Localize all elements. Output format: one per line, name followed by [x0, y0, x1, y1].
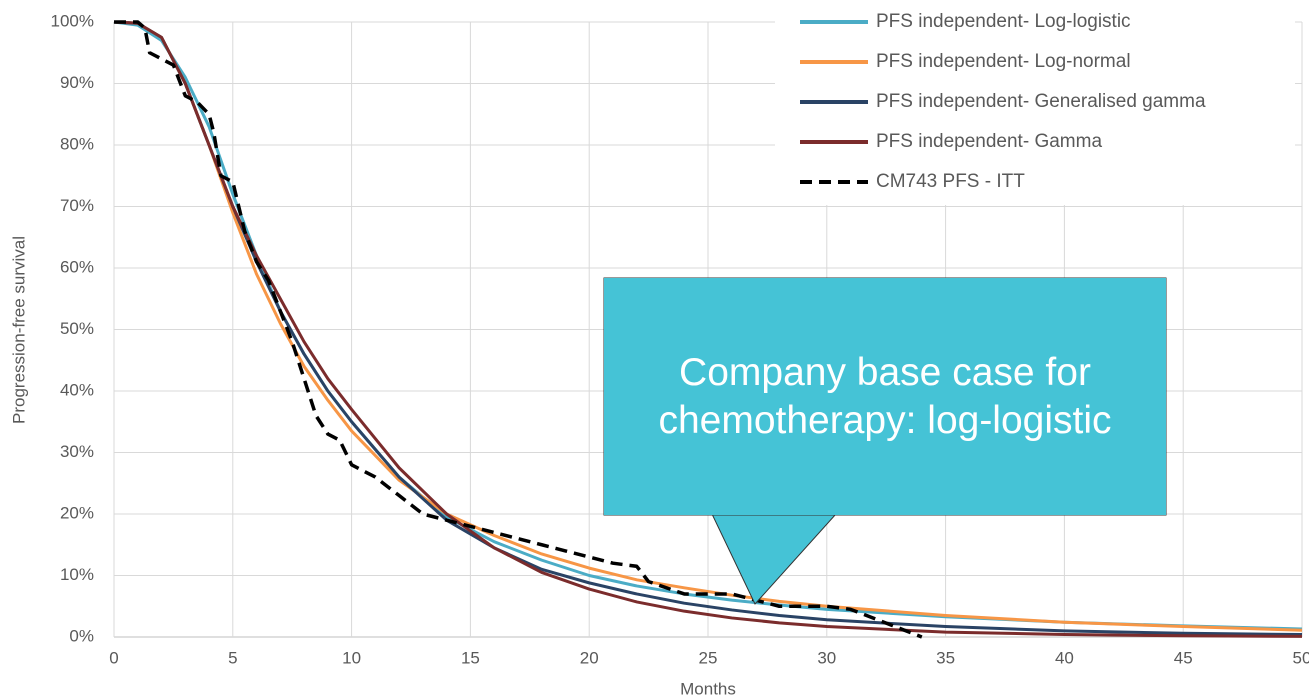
- series-line: [113, 20, 1303, 638]
- y-tick-label: 10%: [60, 565, 94, 584]
- y-tick-label: 50%: [60, 319, 94, 338]
- series-line: [113, 20, 1303, 631]
- x-tick-label: 5: [228, 648, 237, 667]
- series-line: [114, 20, 923, 639]
- y-tick-label: 60%: [60, 257, 94, 276]
- y-tick-label: 100%: [51, 11, 94, 30]
- legend-label: PFS independent- Gamma: [876, 131, 1102, 152]
- y-tick-label: 70%: [60, 196, 94, 215]
- y-tick-label: 40%: [60, 380, 94, 399]
- x-tick-label: 50: [1293, 648, 1309, 667]
- x-tick-label: 40: [1055, 648, 1074, 667]
- x-tick-label: 30: [817, 648, 836, 667]
- y-tick-label: 20%: [60, 503, 94, 522]
- x-tick-label: 45: [1174, 648, 1193, 667]
- callout-pointer: [711, 513, 838, 605]
- y-tick-label: 90%: [60, 73, 94, 92]
- legend-box: [775, 5, 1295, 205]
- callout: Company base case for chemotherapy: log-…: [604, 278, 1166, 515]
- legend: PFS independent- Log-logistic PFS indepen…: [775, 5, 1295, 205]
- x-tick-label: 15: [461, 648, 480, 667]
- y-tick-label: 0%: [69, 626, 94, 645]
- legend-label: PFS independent- Log-normal: [876, 51, 1131, 72]
- x-tick-label: 25: [699, 648, 718, 667]
- y-tick-label: 80%: [60, 134, 94, 153]
- x-tick-label: 20: [580, 648, 599, 667]
- x-tick-label: 35: [936, 648, 955, 667]
- y-tick-label: 30%: [60, 442, 94, 461]
- y-axis-label: Progression-free survival: [9, 236, 28, 424]
- legend-label: PFS independent- Generalised gamma: [876, 91, 1206, 112]
- x-tick-label: 0: [109, 648, 118, 667]
- legend-label: CM743 PFS - ITT: [876, 171, 1025, 192]
- x-axis-label: Months: [680, 679, 736, 698]
- legend-label: PFS independent- Log-logistic: [876, 11, 1131, 32]
- x-tick-label: 10: [342, 648, 361, 667]
